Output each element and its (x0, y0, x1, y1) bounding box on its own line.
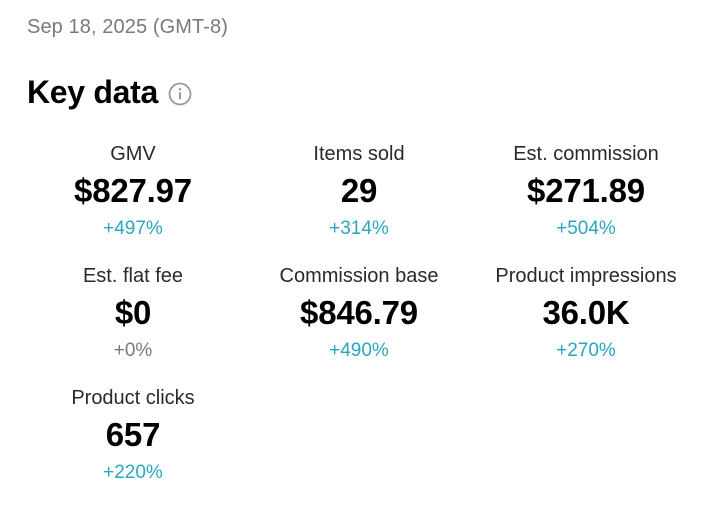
metric-value: $0 (114, 294, 152, 331)
metric-change: +220% (103, 462, 163, 483)
metric-change: +0% (113, 340, 153, 361)
metric-commission-base[interactable]: Commission base $846.79 +490% (244, 264, 474, 363)
metric-label: Product impressions (495, 265, 677, 287)
metric-change: +497% (103, 218, 163, 239)
metric-product-clicks[interactable]: Product clicks 657 +220% (18, 386, 248, 485)
info-icon[interactable] (168, 82, 192, 106)
metric-label: Est. commission (513, 143, 659, 165)
metric-items-sold[interactable]: Items sold 29 +314% (244, 142, 474, 241)
metric-est-commission[interactable]: Est. commission $271.89 +504% (471, 142, 701, 241)
metric-label: GMV (110, 143, 156, 165)
metric-value: $827.97 (74, 172, 192, 209)
metric-change: +314% (329, 218, 389, 239)
metric-label: Product clicks (71, 387, 195, 409)
metric-label: Est. flat fee (82, 265, 184, 287)
metric-label: Items sold (313, 143, 405, 165)
metric-value: $846.79 (300, 294, 418, 331)
info-icon-svg (168, 82, 192, 106)
key-data-header: Key data (27, 74, 192, 111)
metric-est-flat-fee[interactable]: Est. flat fee $0 +0% (18, 264, 248, 363)
metric-value: 657 (105, 416, 161, 453)
metric-change: +490% (329, 340, 389, 361)
metric-label: Commission base (279, 265, 439, 287)
metric-change: +270% (556, 340, 616, 361)
metric-value: 36.0K (542, 294, 630, 331)
date-range-label: Sep 18, 2025 (GMT-8) (27, 16, 228, 38)
metric-change: +504% (556, 218, 616, 239)
metric-value: 29 (340, 172, 378, 209)
metric-gmv[interactable]: GMV $827.97 +497% (18, 142, 248, 241)
section-title: Key data (27, 74, 158, 110)
metric-product-impressions[interactable]: Product impressions 36.0K +270% (471, 264, 701, 363)
metric-value: $271.89 (527, 172, 645, 209)
